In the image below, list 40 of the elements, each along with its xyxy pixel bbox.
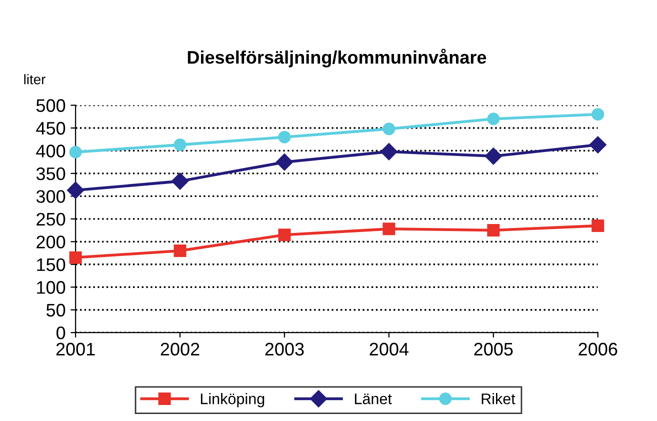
y-tick-label: 450 [36,122,66,135]
y-tick-label: 400 [36,144,66,158]
point [484,148,502,165]
legend-label: Länet [354,394,392,404]
x-tick-label: 2006 [578,342,618,356]
legend-label: Linköping [200,393,264,408]
y-tick-label: 0 [56,326,66,340]
point [278,130,291,144]
chart-title: Dieselförsäljning/kommuninvånare [188,48,486,68]
point [276,154,294,171]
x-tick-label: 2004 [370,342,408,356]
legend-label: Riket [482,393,516,404]
y-tick-label: 500 [36,99,66,112]
y-tick-label: 300 [36,190,66,203]
x-tick-label: 2003 [265,342,304,356]
point [589,136,606,154]
point [69,251,82,264]
point [592,108,604,121]
point [487,112,500,126]
y-tick-label: 100 [37,281,66,294]
y-tick-label: 350 [36,167,66,180]
point [382,122,396,136]
point [380,143,398,160]
point [382,222,396,236]
x-tick-label: 2002 [160,342,200,356]
x-tick-label: 2001 [56,342,95,356]
x-tick-label: 2005 [474,342,513,356]
y-tick-label: 250 [36,212,66,226]
point [487,224,500,237]
point [67,182,84,199]
y-tick-label: 150 [37,258,66,272]
point [171,172,189,190]
point [69,146,82,158]
point [174,244,186,257]
point [592,219,604,232]
y-tick-label: 200 [36,236,66,248]
point [278,228,291,242]
y-axis-title: liter [24,74,46,84]
y-tick-label: 50 [46,304,66,317]
point [174,138,186,152]
